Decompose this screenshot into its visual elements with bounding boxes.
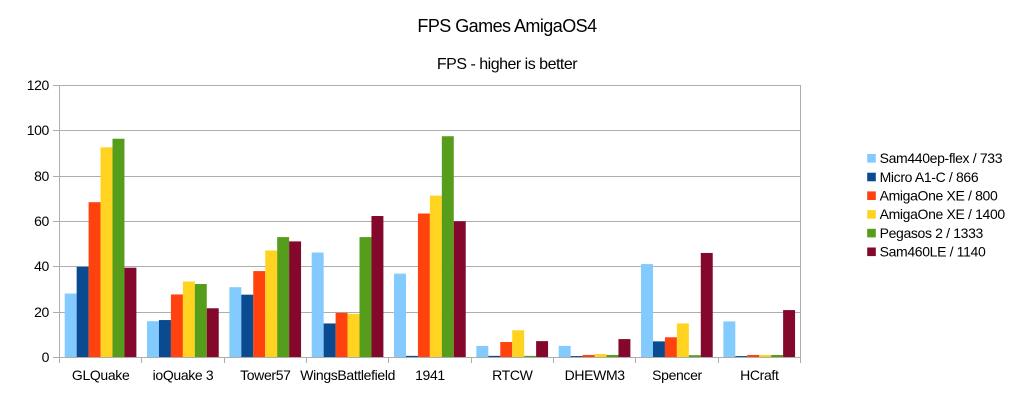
svg-text:1941: 1941 xyxy=(415,367,445,383)
svg-text:40: 40 xyxy=(34,258,49,274)
svg-text:HCraft: HCraft xyxy=(740,367,779,383)
svg-text:Spencer: Spencer xyxy=(652,367,702,383)
svg-text:DHEWM3: DHEWM3 xyxy=(565,367,626,383)
svg-text:Sam460LE / 1140: Sam460LE / 1140 xyxy=(880,244,986,260)
svg-text:100: 100 xyxy=(27,122,50,138)
svg-text:20: 20 xyxy=(34,304,49,320)
svg-text:GLQuake: GLQuake xyxy=(72,367,130,383)
svg-text:AmigaOne XE / 800: AmigaOne XE / 800 xyxy=(880,188,998,204)
svg-text:AmigaOne XE / 1400: AmigaOne XE / 1400 xyxy=(880,206,1006,222)
svg-text:80: 80 xyxy=(34,168,49,184)
svg-text:Tower57: Tower57 xyxy=(240,367,291,383)
svg-text:120: 120 xyxy=(27,77,50,93)
svg-text:WingsBattlefield: WingsBattlefield xyxy=(300,367,395,383)
svg-text:FPS Games AmigaOS4: FPS Games AmigaOS4 xyxy=(417,16,597,36)
svg-text:Pegasos 2 / 1333: Pegasos 2 / 1333 xyxy=(880,225,984,241)
svg-text:Sam440ep-flex / 733: Sam440ep-flex / 733 xyxy=(880,150,1003,166)
svg-text:60: 60 xyxy=(34,213,49,229)
svg-text:Micro A1-C / 866: Micro A1-C / 866 xyxy=(880,169,979,185)
svg-text:FPS - higher is better: FPS - higher is better xyxy=(437,56,578,73)
svg-text:0: 0 xyxy=(42,349,50,365)
svg-text:RTCW: RTCW xyxy=(492,367,533,383)
svg-text:ioQuake 3: ioQuake 3 xyxy=(153,367,214,383)
